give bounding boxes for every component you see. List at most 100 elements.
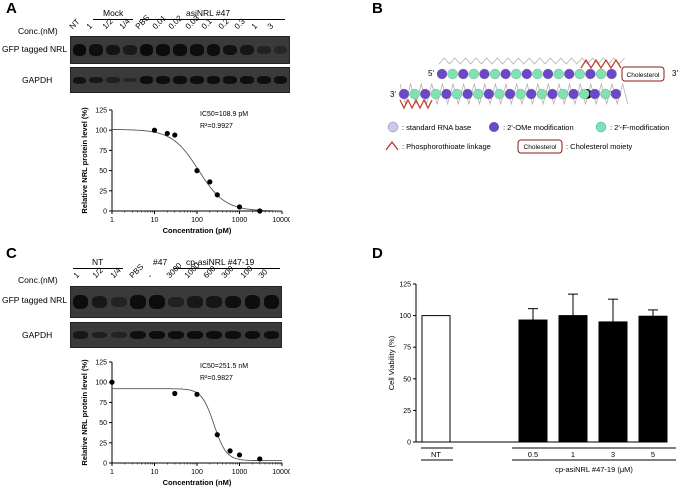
x-tick-label: 10 — [151, 469, 159, 476]
lane-label: PBS — [133, 13, 152, 31]
y-tick-label: 100 — [95, 380, 107, 387]
x-tick-label: 10000 — [272, 217, 290, 224]
cell-viability-chart: 0 25 50 75 100 125 Cell Viability (%) NT 0.5 1 3 5 c… — [387, 282, 676, 474]
y-tick-label: 125 — [95, 108, 107, 115]
nucleotide-bead — [420, 88, 431, 100]
nucleotide-bead — [504, 88, 516, 100]
y-tick-label: 125 — [399, 282, 411, 289]
cholesterol-label: Cholesterol — [627, 72, 660, 79]
y-tick-label: 100 — [95, 128, 107, 135]
group-bracket-asinrl47 — [140, 19, 285, 20]
panel-letter-c: C — [6, 245, 17, 262]
nucleotide-bead — [479, 68, 490, 80]
r2-label: R²=0.9827 — [200, 375, 233, 382]
legend-rna-icon — [387, 121, 399, 133]
blot-band — [129, 295, 146, 309]
data-point — [236, 452, 243, 458]
nucleotide-bead — [521, 68, 532, 80]
nucleotide-bead — [409, 88, 420, 100]
blot-gfp-a — [70, 36, 290, 64]
panel-letter-b: B — [372, 0, 383, 17]
lane-label: 1 — [84, 21, 94, 31]
data-point — [194, 391, 200, 397]
legend-f-label: : 2'-F-modification — [610, 123, 669, 132]
x-tick-label: 10 — [151, 217, 159, 224]
lane-label: - — [145, 271, 154, 280]
conc-label-c: Conc.(nM) — [18, 275, 58, 285]
data-point — [207, 179, 213, 185]
blot-band — [122, 77, 137, 83]
x-axis-title: cp-asiNRL #47-19 (μM) — [555, 465, 633, 474]
lane-label: 1 — [71, 270, 82, 280]
nucleotide-bead — [610, 88, 622, 100]
nucleotide-bead — [606, 68, 617, 80]
blot-band — [122, 45, 137, 55]
bar — [421, 315, 451, 443]
strand-top-5prime: 5' — [428, 69, 434, 78]
blot-band — [110, 297, 127, 307]
legend-chol-icon-label: Cholesterol — [524, 144, 557, 151]
y-tick-label: 50 — [403, 376, 411, 383]
lane-label: 3 — [265, 21, 276, 31]
nucleotide-bead — [462, 88, 473, 100]
x-tick-label: 1 — [110, 217, 114, 224]
y-tick-label: 25 — [99, 188, 107, 195]
sirna-schematic: 5' 3' 3' 5' Cholesterol P — [390, 57, 678, 110]
data-point — [164, 130, 170, 137]
ps-linkage — [399, 98, 433, 110]
blot-band — [206, 44, 221, 56]
blot-band — [263, 295, 280, 309]
nucleotide-bead — [515, 88, 526, 100]
blot-band — [244, 330, 261, 340]
nucleotide-bead — [451, 88, 463, 100]
ic50-label: IC50=108.9 pM — [200, 111, 248, 118]
nucleotide-bead — [574, 68, 585, 80]
lane-label: PBS — [127, 262, 145, 280]
y-tick-label: 100 — [399, 313, 411, 320]
r2-label: R²=0.9927 — [200, 123, 233, 130]
legend-ome-icon — [489, 122, 499, 132]
blot-band — [206, 76, 221, 84]
nucleotide-bead — [494, 88, 505, 100]
legend-rna-label: : standard RNA base — [402, 123, 471, 132]
ps-linkage — [580, 58, 622, 70]
lane-label: NT — [67, 17, 82, 31]
blot-band — [225, 330, 242, 340]
data-point — [257, 208, 263, 214]
y-axis-title: Relative NRL protein level (%) — [80, 107, 89, 214]
group-label-cp: cp-asiNRL #47-19 — [186, 257, 255, 267]
lane-label: 1 — [249, 21, 259, 31]
nucleotide-bead — [589, 88, 600, 100]
blot-band — [173, 76, 187, 84]
bar — [638, 315, 668, 443]
nucleotide-bead — [536, 88, 547, 100]
y-tick-label: 25 — [403, 408, 411, 415]
group-bracket-mock — [93, 19, 133, 20]
blot-gapdh-c — [70, 322, 282, 348]
blot-gapdh-a — [70, 67, 290, 93]
nucleotide-bead — [553, 68, 564, 80]
category-label: 1 — [571, 450, 575, 459]
blot-band — [273, 46, 288, 54]
blot-band — [168, 297, 184, 307]
legend-ps-label: : Phosphorothioate linkage — [402, 142, 491, 151]
data-point — [172, 390, 178, 397]
nucleotide-bead — [568, 88, 579, 100]
group-label-47: #47 — [153, 257, 168, 267]
blot-band — [240, 44, 254, 56]
nucleotide-bead — [557, 88, 569, 100]
panel-letter-d: D — [372, 245, 383, 262]
data-point — [109, 379, 115, 385]
blot-band — [187, 330, 203, 340]
y-tick-label: 75 — [99, 148, 107, 155]
blot-band — [110, 332, 127, 338]
blot-band — [72, 331, 89, 339]
nucleotide-bead — [532, 68, 543, 80]
nucleotide-bead — [511, 68, 522, 80]
blot-band — [223, 44, 238, 56]
blot-band — [91, 296, 108, 308]
strand-bottom-3prime: 3' — [390, 90, 396, 99]
fit-curve — [112, 388, 282, 462]
x-tick-label: 100 — [191, 469, 203, 476]
data-point — [194, 168, 200, 174]
